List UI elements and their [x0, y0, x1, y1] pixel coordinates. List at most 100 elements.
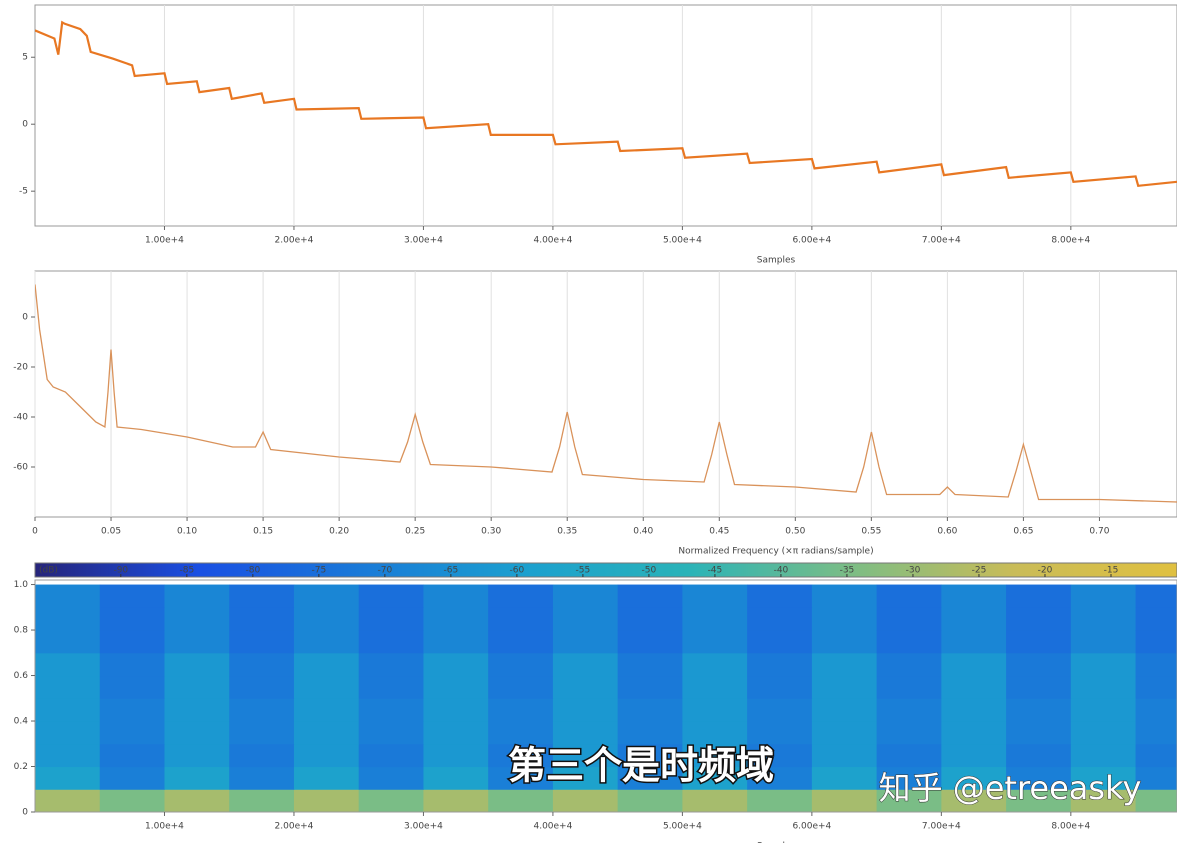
- heatmap-cell: [229, 675, 295, 699]
- heatmap-cell: [811, 743, 878, 768]
- heatmap-cell: [358, 766, 424, 790]
- heatmap-cell: [164, 652, 230, 677]
- x-axis-label: Normalized Frequency (×π radians/sample): [678, 547, 873, 557]
- colorbar-label: (dB): [39, 566, 58, 576]
- x-axis-label: Samples: [757, 842, 796, 843]
- heatmap-cell: [682, 607, 748, 631]
- heatmap-cell: [358, 743, 424, 768]
- heatmap-cell: [747, 652, 813, 677]
- plot-frame: [34, 270, 1177, 518]
- heatmap-cell: [941, 789, 1007, 812]
- heatmap-cell: [876, 721, 942, 745]
- heatmap-cell: [811, 789, 878, 812]
- heatmap-cell: [1006, 789, 1072, 812]
- heatmap-cell: [1070, 652, 1137, 677]
- heatmap-cell: [1006, 675, 1072, 699]
- colorbar-tick-label: -75: [311, 566, 326, 576]
- heatmap-cell: [941, 698, 1007, 722]
- heatmap-cell: [35, 630, 101, 654]
- heatmap-cell: [552, 766, 619, 790]
- heatmap-cell: [488, 721, 554, 745]
- x-tick-label: 0.10: [177, 527, 197, 537]
- heatmap-cell: [941, 652, 1007, 677]
- heatmap-cell: [876, 652, 942, 677]
- plot-frame: [34, 4, 1177, 227]
- heatmap-cell: [941, 607, 1007, 631]
- heatmap-cell: [876, 743, 942, 768]
- y-tick-label: 1.0: [14, 580, 29, 590]
- colorbar-tick-label: -80: [245, 566, 260, 576]
- x-tick-label: 5.00e+4: [663, 236, 702, 246]
- heatmap-cell: [229, 721, 295, 745]
- heatmap-cell: [293, 607, 360, 631]
- heatmap-cell: [617, 630, 683, 654]
- heatmap-cell: [423, 630, 489, 654]
- y-tick-label: -5: [19, 187, 28, 197]
- heatmap-cell: [1135, 607, 1177, 631]
- heatmap-cell: [1006, 584, 1072, 608]
- heatmap-cell: [229, 630, 295, 654]
- colorbar-tick-label: -85: [179, 566, 194, 576]
- heatmap-cell: [876, 789, 942, 812]
- colorbar-tick-label: -25: [972, 566, 987, 576]
- heatmap-cell: [99, 630, 165, 654]
- x-tick-label: 0.40: [633, 527, 653, 537]
- x-tick-label: 0.30: [481, 527, 501, 537]
- heatmap-cell: [682, 675, 748, 699]
- heatmap-cell: [682, 584, 748, 608]
- heatmap-cell: [99, 584, 165, 608]
- heatmap-cell: [811, 584, 878, 608]
- heatmap-cell: [552, 743, 619, 768]
- heatmap-cell: [876, 675, 942, 699]
- heatmap-cell: [488, 607, 554, 631]
- heatmap-cell: [164, 721, 230, 745]
- heatmap-cell: [617, 675, 683, 699]
- heatmap-cell: [617, 721, 683, 745]
- heatmap-cell: [682, 698, 748, 722]
- heatmap-cell: [1135, 743, 1177, 768]
- heatmap-cell: [1006, 652, 1072, 677]
- heatmap-cell: [552, 721, 619, 745]
- heatmap-cell: [811, 630, 878, 654]
- heatmap-cell: [293, 766, 360, 790]
- heatmap-cell: [358, 698, 424, 722]
- heatmap-cell: [682, 630, 748, 654]
- heatmap-cell: [617, 789, 683, 812]
- x-tick-label: 8.00e+4: [1051, 236, 1090, 246]
- heatmap-cell: [164, 789, 230, 812]
- heatmap-cell: [229, 698, 295, 722]
- x-tick-label: 0.15: [253, 527, 273, 537]
- x-tick-label: 6.00e+4: [792, 236, 831, 246]
- x-axis-label: Samples: [757, 256, 796, 266]
- heatmap-cell: [1070, 743, 1137, 768]
- heatmap-cell: [941, 675, 1007, 699]
- colorbar-tick-label: -90: [113, 566, 128, 576]
- heatmap-cell: [1070, 721, 1137, 745]
- heatmap-cell: [747, 743, 813, 768]
- heatmap-cell: [617, 584, 683, 608]
- heatmap-cell: [488, 743, 554, 768]
- colorbar-tick-label: -15: [1104, 566, 1119, 576]
- heatmap-cell: [358, 721, 424, 745]
- heatmap-cell: [423, 698, 489, 722]
- heatmap-cell: [747, 630, 813, 654]
- y-tick-label: 0: [22, 313, 28, 323]
- heatmap-cell: [423, 789, 489, 812]
- x-tick-label: 0.05: [101, 527, 121, 537]
- x-tick-label: 5.00e+4: [663, 822, 702, 832]
- heatmap-cell: [99, 766, 165, 790]
- heatmap-cell: [811, 607, 878, 631]
- heatmap-cell: [941, 743, 1007, 768]
- heatmap-cell: [229, 789, 295, 812]
- heatmap-cell: [229, 766, 295, 790]
- heatmap-cell: [617, 743, 683, 768]
- heatmap-cell: [682, 766, 748, 790]
- heatmap-cell: [1070, 789, 1137, 812]
- heatmap-cell: [617, 652, 683, 677]
- heatmap-cell: [99, 789, 165, 812]
- heatmap-cell: [1070, 607, 1137, 631]
- heatmap-cell: [488, 652, 554, 677]
- heatmap-cell: [552, 607, 619, 631]
- x-tick-label: 0.55: [861, 527, 881, 537]
- colorbar-tick-label: -50: [642, 566, 657, 576]
